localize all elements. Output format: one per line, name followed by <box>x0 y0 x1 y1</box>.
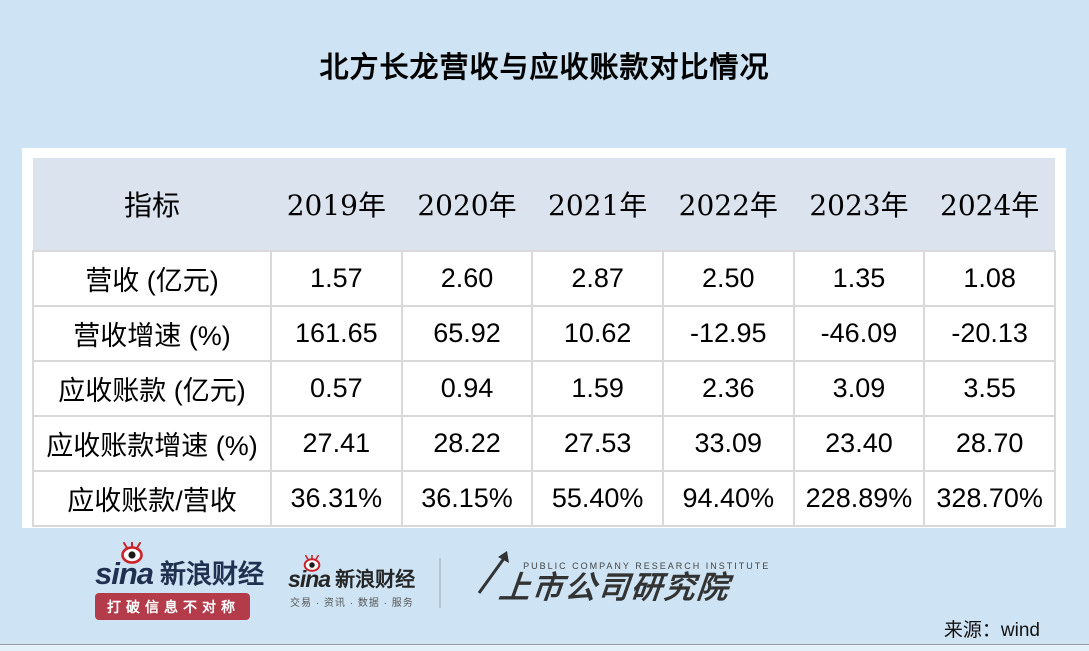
sina-finance-logo-secondary: sina 新浪财经 交易 · 资讯 · 数据 · 服务 <box>288 554 416 609</box>
col-header-2023: 2023年 <box>793 158 925 252</box>
footer-bottom-strip <box>0 645 1089 651</box>
table-cell: 94.40% <box>661 470 795 527</box>
col-header-2019: 2019年 <box>271 158 402 252</box>
sina-eye-icon <box>302 554 322 577</box>
table-cell: 161.65 <box>270 305 403 362</box>
table-cell: 36.31% <box>270 470 403 527</box>
header-row: 指标 2019年 2020年 2021年 2022年 2023年 2024年 <box>33 158 1055 252</box>
table-cell: -12.95 <box>661 305 795 362</box>
table-cell: 1.57 <box>270 250 403 307</box>
sina-slogan-banner: 打破信息不对称 <box>95 593 250 621</box>
table-row-receivables-ratio: 应收账款/营收 36.31% 36.15% 55.40% 94.40% 228.… <box>32 470 1056 527</box>
table-cell: 55.40% <box>531 470 664 527</box>
institute-en-text: PUBLIC COMPANY RESEARCH INSTITUTE <box>523 560 771 571</box>
table-cell: 1.59 <box>531 360 664 417</box>
row-label: 应收账款 (亿元) <box>32 360 272 417</box>
table-cell: 2.36 <box>661 360 795 417</box>
col-header-2024: 2024年 <box>924 158 1055 252</box>
table-cell: 0.57 <box>270 360 403 417</box>
table-row-receivables: 应收账款 (亿元) 0.57 0.94 1.59 2.36 3.09 3.55 <box>32 360 1056 417</box>
table-card: 指标 2019年 2020年 2021年 2022年 2023年 2024年 营… <box>22 148 1066 528</box>
page-title: 北方长龙营收与应收账款对比情况 <box>319 52 770 84</box>
research-institute-logo: PUBLIC COMPANY RESEARCH INSTITUTE 上市公司研究… <box>465 550 771 605</box>
sina-cn-text: 新浪财经 <box>335 568 416 591</box>
table-row-receivables-growth: 应收账款增速 (%) 27.41 28.22 27.53 33.09 23.40… <box>32 415 1056 472</box>
footer-divider-line <box>0 644 1089 645</box>
col-header-2021: 2021年 <box>532 158 663 252</box>
col-header-indicator: 指标 <box>33 158 271 252</box>
sina-eye-icon <box>119 540 145 569</box>
table-cell: -20.13 <box>923 305 1056 362</box>
table-cell: 3.55 <box>923 360 1056 417</box>
table-cell: 23.40 <box>792 415 926 472</box>
arrow-up-icon <box>473 549 513 602</box>
table-cell: 0.94 <box>400 360 534 417</box>
table-cell: 65.92 <box>400 305 534 362</box>
table-cell: 1.08 <box>923 250 1056 307</box>
row-label: 营收增速 (%) <box>32 305 272 362</box>
table-row-revenue: 营收 (亿元) 1.57 2.60 2.87 2.50 1.35 1.08 <box>32 250 1056 307</box>
logo-divider <box>439 558 442 608</box>
table-cell: 28.22 <box>400 415 534 472</box>
row-label: 应收账款增速 (%) <box>32 415 272 472</box>
table-cell: 228.89% <box>792 470 926 527</box>
table-cell: -46.09 <box>792 305 926 362</box>
table-cell: 328.70% <box>923 470 1056 527</box>
table-cell: 10.62 <box>531 305 664 362</box>
institute-cn-text: 上市公司研究院 <box>497 569 732 605</box>
footer-logos: sina 新浪财经 打破信息不对称 sina 新浪财经 交易 · 资讯 · <box>95 540 771 621</box>
table-cell: 2.60 <box>400 250 534 307</box>
table-cell: 28.70 <box>923 415 1056 472</box>
row-label: 应收账款/营收 <box>32 470 272 527</box>
sina-brand-text: sina <box>95 555 154 591</box>
col-header-2020: 2020年 <box>401 158 533 252</box>
sina-brand-text: sina <box>288 566 331 593</box>
table-cell: 36.15% <box>400 470 534 527</box>
source-credit: 来源：wind <box>943 620 1040 641</box>
table-row-revenue-growth: 营收增速 (%) 161.65 65.92 10.62 -12.95 -46.0… <box>32 305 1056 362</box>
table-cell: 2.87 <box>531 250 664 307</box>
table-cell: 27.41 <box>270 415 403 472</box>
sina-finance-logo-primary: sina 新浪财经 打破信息不对称 <box>95 540 265 621</box>
data-table: 指标 2019年 2020年 2021年 2022年 2023年 2024年 营… <box>32 158 1056 527</box>
table-cell: 27.53 <box>531 415 664 472</box>
table-cell: 33.09 <box>661 415 795 472</box>
table-cell: 3.09 <box>792 360 926 417</box>
sina-cn-text: 新浪财经 <box>160 559 265 590</box>
row-label: 营收 (亿元) <box>32 250 272 307</box>
sina-tagline: 交易 · 资讯 · 数据 · 服务 <box>290 597 414 609</box>
table-cell: 2.50 <box>661 250 795 307</box>
table-cell: 1.35 <box>792 250 926 307</box>
col-header-2022: 2022年 <box>662 158 794 252</box>
